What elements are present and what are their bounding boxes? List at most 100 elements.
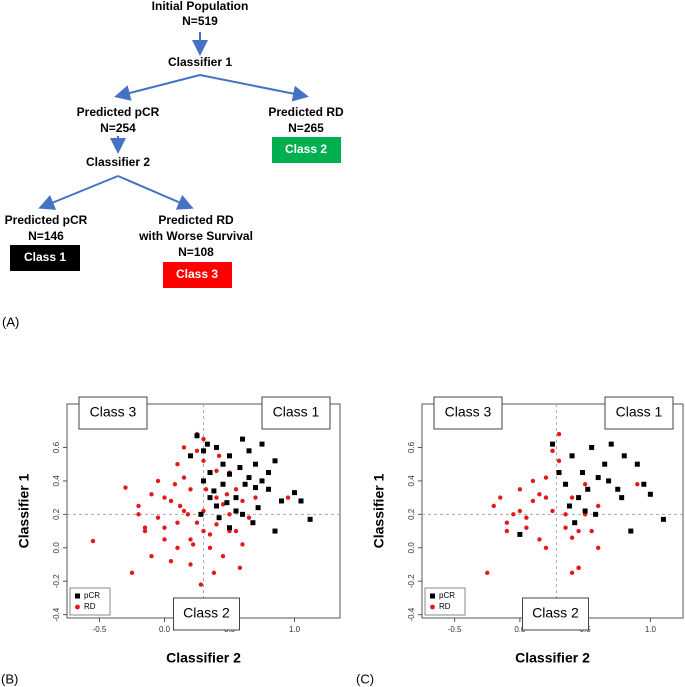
point	[576, 565, 581, 571]
y-tick-label: -0.2	[407, 574, 416, 588]
annotation-box	[522, 597, 589, 631]
panel-label: (C)	[356, 671, 374, 686]
point	[563, 481, 569, 487]
point	[307, 516, 313, 522]
point	[201, 458, 206, 464]
legend-box	[424, 587, 466, 616]
x-tick-label: -0.5	[448, 625, 462, 634]
panel-label: (A)	[2, 314, 19, 329]
point	[237, 465, 243, 471]
point	[233, 508, 239, 514]
point	[253, 461, 258, 467]
point	[563, 525, 568, 530]
point	[233, 487, 239, 492]
point	[253, 485, 258, 491]
point	[194, 448, 200, 454]
annotation-box	[433, 396, 503, 430]
point	[530, 478, 536, 484]
point	[279, 498, 284, 504]
point	[203, 487, 209, 492]
legend-box	[69, 587, 111, 616]
annotation: Class 3	[445, 404, 492, 420]
annotation: Class 1	[273, 404, 320, 420]
point	[194, 520, 200, 525]
point	[292, 490, 297, 496]
point	[576, 495, 582, 501]
y-tick-label: -0.2	[52, 574, 61, 588]
point	[504, 520, 510, 525]
point	[155, 515, 161, 520]
x-tick-label: 0.0	[514, 625, 526, 634]
point	[517, 508, 523, 514]
point	[253, 495, 258, 500]
annotation-box	[78, 396, 148, 430]
point	[556, 470, 562, 476]
point	[593, 511, 599, 517]
point	[647, 491, 653, 497]
legend-marker	[430, 593, 435, 599]
point	[556, 431, 562, 437]
annotation-box	[261, 396, 331, 430]
point	[175, 545, 180, 550]
point	[240, 511, 245, 517]
point	[266, 470, 271, 476]
point	[619, 495, 625, 501]
class-box	[272, 137, 341, 163]
node-text: Classifier 1	[168, 55, 232, 69]
point	[595, 503, 601, 509]
annotation-box	[173, 597, 240, 631]
x-tick-label: 1.0	[289, 625, 301, 634]
point	[498, 495, 503, 500]
point	[550, 508, 555, 514]
point	[233, 528, 239, 534]
point	[517, 531, 523, 537]
point	[595, 475, 601, 481]
flowchart: Initial Population N=519 Classifier 1 Pr…	[2, 0, 344, 329]
legend-label: RD	[84, 602, 96, 611]
point	[220, 461, 226, 467]
point	[615, 486, 621, 492]
point	[214, 503, 219, 509]
point	[569, 535, 575, 540]
class-box	[10, 245, 80, 271]
point	[246, 515, 252, 520]
point	[220, 553, 226, 559]
node-text: Predicted RD	[158, 213, 234, 227]
point	[188, 487, 193, 492]
point	[589, 528, 594, 534]
y-tick-label: 0.2	[407, 508, 416, 520]
node-text: Classifier 2	[86, 155, 150, 169]
point	[227, 512, 232, 517]
point	[168, 558, 174, 564]
point	[537, 492, 542, 497]
node-text: N=265	[288, 121, 324, 135]
class-label: Class 2	[285, 142, 327, 156]
point	[168, 498, 174, 504]
point	[511, 512, 516, 517]
annotation: Class 2	[532, 605, 579, 621]
legend-marker	[75, 593, 80, 599]
point	[621, 453, 627, 459]
point	[177, 503, 183, 509]
x-axis-label: Classifier 2	[515, 650, 590, 666]
point	[181, 508, 187, 514]
node-text: N=146	[28, 229, 64, 243]
point	[517, 487, 523, 492]
point	[201, 528, 206, 534]
point	[266, 486, 271, 492]
point	[635, 482, 640, 487]
point	[220, 502, 226, 507]
legend-marker	[430, 604, 435, 610]
legend-label: pCR	[84, 591, 100, 600]
point	[255, 505, 261, 511]
point	[188, 453, 193, 459]
point	[211, 570, 217, 576]
legend-label: RD	[439, 602, 451, 611]
y-axis-label: Classifier 1	[16, 473, 32, 548]
point	[580, 470, 586, 476]
node-text: N=519	[182, 14, 218, 28]
point	[198, 511, 204, 517]
point	[250, 520, 256, 526]
node-text: Predicted pCR	[77, 105, 160, 119]
